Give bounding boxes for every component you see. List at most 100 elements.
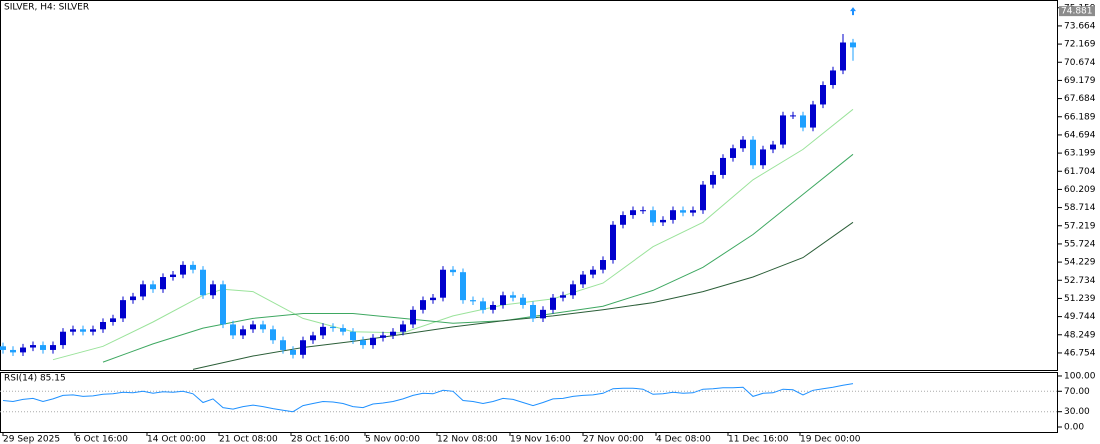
candle-body: [780, 115, 786, 145]
y-tick-label: 48.249: [1064, 330, 1096, 340]
candle-body: [770, 144, 776, 150]
rsi-line: [2, 383, 854, 413]
candle-body: [210, 284, 216, 296]
moving-average: [192, 221, 854, 370]
x-tick-label: 5 Nov 00:00: [365, 435, 420, 444]
x-tick-label: 6 Oct 16:00: [75, 435, 128, 444]
candle-body: [700, 184, 706, 211]
candle-body: [560, 295, 566, 298]
candle-body: [200, 269, 206, 296]
candle-body: [270, 329, 276, 341]
candle-body: [380, 335, 386, 338]
candle-body: [30, 345, 36, 348]
candle-body: [630, 210, 636, 216]
candle-body: [830, 70, 836, 86]
y-tick-label: 60.209: [1064, 185, 1096, 195]
y-tick-label: 58.714: [1064, 203, 1096, 213]
candle-body: [430, 297, 436, 301]
candle-body: [550, 297, 556, 310]
moving-average: [52, 108, 854, 361]
candle-body: [750, 139, 756, 166]
candle-body: [650, 210, 656, 223]
candle-body: [80, 329, 86, 332]
x-tick-label: 14 Oct 00:00: [147, 435, 206, 444]
candle-body: [230, 324, 236, 336]
candle-body: [140, 284, 146, 297]
candle-body: [490, 304, 496, 310]
candle-body: [160, 277, 166, 290]
y-tick-label: 61.704: [1064, 167, 1096, 177]
candle-body: [690, 210, 696, 213]
candle-body: [710, 174, 716, 185]
candle-body: [420, 300, 426, 310]
x-tick-label: 27 Nov 00:00: [583, 435, 644, 444]
candle-body: [450, 269, 456, 273]
candle-body: [100, 321, 106, 330]
candle-body: [790, 115, 796, 117]
y-tick-label: 67.684: [1064, 94, 1096, 104]
rsi-title: RSI(14) 85.15: [4, 374, 66, 384]
candle-body: [40, 345, 46, 350]
candle-body: [220, 284, 226, 325]
moving-average: [102, 153, 854, 363]
candle-body: [390, 331, 396, 336]
y-tick-label: 46.754: [1064, 348, 1096, 358]
candle-body: [250, 324, 256, 330]
y-tick-label: 66.189: [1064, 112, 1096, 122]
y-tick-label: 51.239: [1064, 294, 1096, 304]
candle-body: [60, 331, 66, 346]
candle-body: [820, 85, 826, 105]
candle-body: [530, 304, 536, 319]
y-tick-label: 64.694: [1064, 130, 1096, 140]
y-tick-label: 57.219: [1064, 221, 1096, 231]
candle-body: [500, 295, 506, 305]
candle-body: [480, 301, 486, 310]
candle-body: [660, 219, 666, 223]
candle-body: [120, 300, 126, 319]
chart-title: SILVER, H4: SILVER: [4, 3, 89, 13]
candle-body: [340, 328, 346, 332]
candle-body: [150, 284, 156, 290]
candle-body: [440, 269, 446, 298]
candle-body: [110, 318, 116, 322]
x-tick-label: 19 Dec 00:00: [800, 435, 861, 444]
price-panel: [0, 0, 1058, 371]
rsi-panel: [0, 372, 1058, 433]
candle-body: [320, 326, 326, 336]
candle-body: [640, 210, 646, 212]
y-tick-label: 54.229: [1064, 258, 1096, 268]
candle-body: [470, 300, 476, 302]
candle-body: [50, 345, 56, 350]
y-tick-label: 100.00: [1064, 371, 1096, 381]
candle-body: [740, 139, 746, 149]
candle-body: [300, 340, 306, 355]
y-tick-label: 72.169: [1064, 40, 1096, 50]
candle-body: [730, 148, 736, 158]
y-tick-label: 0.00: [1064, 423, 1084, 433]
x-tick-label: 12 Nov 08:00: [437, 435, 498, 444]
candle-body: [580, 274, 586, 285]
last-price-label: 74.881: [1061, 7, 1093, 17]
candle-body: [350, 331, 356, 341]
candle-body: [240, 329, 246, 336]
candle-body: [260, 324, 266, 330]
y-tick-label: 49.744: [1064, 312, 1096, 322]
candle-body: [520, 297, 526, 305]
candle-body: [10, 349, 16, 353]
y-tick-label: 70.00: [1064, 387, 1090, 397]
candle-body: [180, 264, 186, 275]
candle-body: [760, 149, 766, 166]
candle-body: [330, 326, 336, 329]
candle-body: [20, 347, 26, 353]
candle-body: [410, 309, 416, 325]
candle-body: [190, 264, 196, 270]
x-tick-label: 4 Dec 08:00: [656, 435, 711, 444]
y-tick-label: 52.734: [1064, 276, 1096, 286]
last-price-box: [1059, 6, 1095, 17]
candle-body: [800, 115, 806, 128]
candle-body: [680, 210, 686, 213]
candle-body: [670, 210, 676, 220]
x-tick-label: 11 Dec 16:00: [728, 435, 789, 444]
candle-body: [460, 272, 466, 301]
